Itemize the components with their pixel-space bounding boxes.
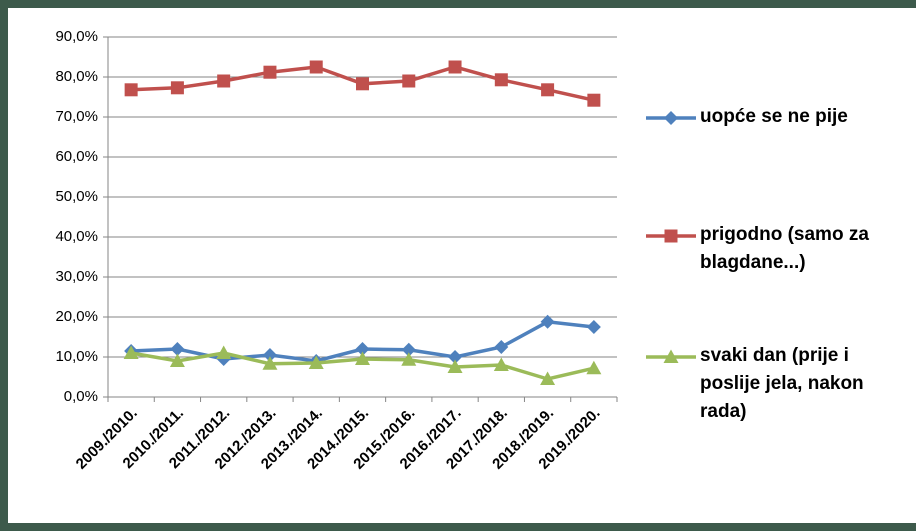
y-tick-label: 60,0% — [55, 148, 98, 165]
data-point — [217, 74, 231, 88]
data-point — [494, 73, 508, 87]
legend-label: uopće se ne pije — [700, 106, 848, 127]
y-tick-label: 70,0% — [55, 108, 98, 125]
data-point — [401, 342, 416, 357]
data-point — [540, 314, 555, 329]
data-point — [170, 81, 184, 95]
data-point — [586, 320, 601, 334]
legend-marker — [663, 349, 679, 363]
data-point — [355, 351, 370, 365]
data-point — [308, 355, 324, 369]
y-tick-label: 20,0% — [55, 308, 98, 325]
y-tick-label: 0,0% — [64, 388, 98, 405]
data-point — [448, 350, 463, 364]
data-point — [541, 83, 555, 97]
data-point — [587, 93, 601, 107]
y-tick-label: 80,0% — [55, 68, 98, 85]
y-tick-label: 90,0% — [55, 28, 98, 45]
data-point — [447, 359, 463, 373]
legend-marker — [664, 111, 678, 125]
data-point — [216, 345, 232, 359]
data-point — [401, 352, 417, 366]
data-point — [402, 74, 416, 88]
y-tick-label: 40,0% — [55, 228, 98, 245]
panel — [8, 8, 916, 523]
data-point — [170, 342, 185, 356]
data-point — [263, 65, 277, 79]
data-point — [262, 348, 277, 362]
data-point — [448, 60, 462, 74]
legend-label: svaki dan (prije i poslije jela, nakon r… — [700, 345, 864, 422]
data-point — [586, 360, 602, 375]
legend-marker — [664, 229, 678, 243]
y-tick-label: 10,0% — [55, 348, 98, 365]
y-tick-label: 50,0% — [55, 188, 98, 205]
data-point — [169, 353, 185, 367]
data-point — [356, 77, 369, 91]
data-point — [494, 340, 509, 354]
data-point — [262, 356, 278, 370]
data-point — [540, 371, 556, 385]
data-point — [493, 357, 509, 371]
y-tick-label: 30,0% — [55, 268, 98, 285]
data-point — [124, 83, 138, 97]
data-point — [355, 342, 370, 356]
legend-label: prigodno (samo za blagdane...) — [700, 224, 869, 273]
data-point — [309, 60, 323, 74]
data-point — [123, 345, 139, 359]
